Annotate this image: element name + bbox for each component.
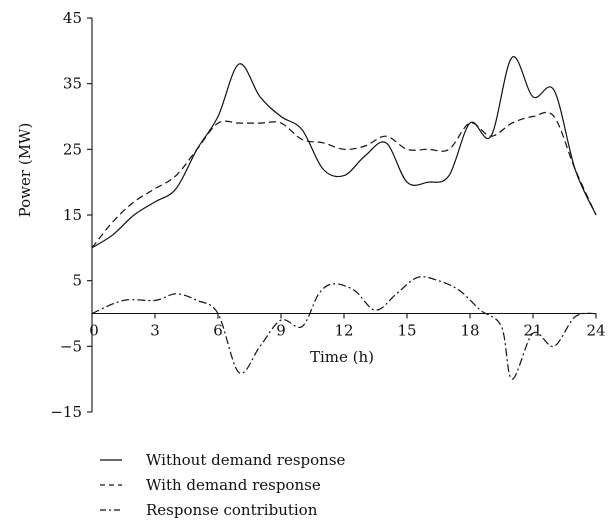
legend-label: With demand response <box>146 476 321 494</box>
x-axis-ticks: 0 3 6 9 12 15 18 21 24 <box>89 313 606 340</box>
y-tick-label: 5 <box>72 272 82 290</box>
series-line-3 <box>91 276 597 380</box>
legend-label: Response contribution <box>146 501 318 519</box>
x-tick-label: 21 <box>523 322 542 340</box>
x-axis-title: Time (h) <box>310 348 374 366</box>
y-axis-ticks: −15 −5 5 15 25 35 45 <box>50 9 92 421</box>
y-tick-label: −5 <box>60 337 82 355</box>
x-tick-label: 6 <box>213 322 223 340</box>
series-line-2 <box>91 111 597 249</box>
x-tick-label: 9 <box>276 322 286 340</box>
x-tick-label: 18 <box>460 322 479 340</box>
legend: Without demand response With demand respo… <box>100 451 346 519</box>
series-lines <box>91 56 597 380</box>
x-tick-label: 12 <box>334 322 353 340</box>
series-line-1 <box>91 56 597 249</box>
x-tick-label: 3 <box>150 322 160 340</box>
x-tick-label: 0 <box>89 322 99 340</box>
y-axis-title: Power (MW) <box>16 123 34 218</box>
y-tick-label: 25 <box>63 140 82 158</box>
x-tick-label: 24 <box>586 322 605 340</box>
legend-label: Without demand response <box>146 451 346 469</box>
y-tick-label: 45 <box>63 9 82 27</box>
y-tick-label: −15 <box>50 403 82 421</box>
y-tick-label: 35 <box>63 75 82 93</box>
y-tick-label: 15 <box>63 206 82 224</box>
x-tick-label: 15 <box>397 322 416 340</box>
